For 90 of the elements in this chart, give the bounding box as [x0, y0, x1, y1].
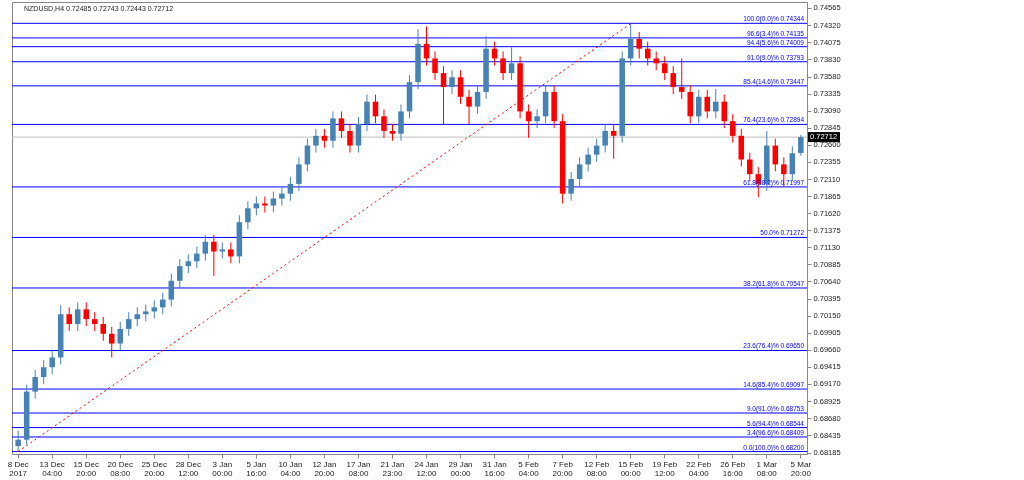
x-tick-label: 19 Feb 12:00	[652, 459, 678, 478]
candlestick	[678, 57, 685, 100]
candlestick	[202, 234, 209, 262]
x-tick-label: 12 Jan 20:00	[312, 459, 337, 478]
candlestick	[185, 253, 192, 274]
candlestick	[287, 176, 294, 202]
candlestick	[134, 306, 141, 327]
candlestick	[585, 147, 591, 172]
candlestick	[636, 31, 642, 59]
candlestick	[168, 273, 175, 308]
candlestick	[747, 152, 753, 182]
candlestick	[245, 200, 251, 230]
candlestick	[194, 246, 200, 269]
candlestick	[440, 65, 447, 125]
candlestick	[74, 301, 81, 332]
x-tick-label: 25 Dec 20:00	[141, 459, 167, 478]
candlestick	[398, 103, 404, 142]
candlestick	[160, 292, 166, 315]
candlestick	[338, 110, 345, 139]
candlestick	[91, 311, 98, 332]
x-tick-label: 15 Dec 20:00	[73, 459, 99, 478]
candlestick	[789, 145, 796, 182]
candlestick	[798, 134, 804, 157]
candlestick	[279, 186, 285, 207]
candlestick	[270, 191, 277, 213]
candlestick	[262, 195, 268, 213]
candlestick	[670, 65, 676, 95]
x-tick-label: 29 Jan 00:00	[448, 459, 473, 478]
candlestick	[576, 156, 583, 187]
x-tick-label: 12 Feb 08:00	[584, 459, 610, 478]
candlestick	[713, 88, 719, 119]
candlestick	[457, 69, 464, 105]
candlestick	[449, 69, 455, 95]
candlestick	[330, 110, 336, 149]
x-tick-label: 21 Jan 23:00	[380, 459, 405, 478]
candlestick	[313, 128, 319, 154]
candlestick	[296, 156, 302, 192]
x-tick-label: 22 Feb 04:00	[686, 459, 712, 478]
x-tick-label: 17 Jan 08:00	[346, 459, 371, 478]
candlestick	[381, 108, 387, 139]
candlestick	[108, 326, 115, 358]
candlestick	[500, 50, 506, 81]
candlestick	[126, 311, 132, 337]
x-tick-label: 20 Dec 08:00	[107, 459, 133, 478]
candlestick	[321, 128, 328, 149]
x-tick-label: 5 Jan 16:00	[246, 459, 267, 478]
x-tick-label: 28 Dec 12:00	[175, 459, 201, 478]
candlestick	[474, 84, 481, 115]
candlestick	[730, 113, 736, 144]
x-tick-label: 5 Mar 20:00	[790, 459, 812, 478]
candlestick	[83, 301, 89, 327]
candlestick	[347, 123, 353, 154]
candlestick	[653, 50, 659, 71]
candlestick	[661, 55, 668, 81]
candlestick	[568, 171, 574, 202]
candlestick	[355, 116, 362, 154]
candlestick	[228, 241, 234, 264]
x-tick-label: 13 Dec 04:00	[39, 459, 65, 478]
candlestick	[704, 89, 711, 119]
x-tick-label: 15 Feb 00:00	[618, 459, 644, 478]
x-tick-label: 26 Feb 16:00	[720, 459, 746, 478]
x-tick-label: 1 Mar 08:00	[756, 459, 778, 478]
candlestick	[602, 123, 608, 154]
candlestick	[508, 46, 515, 81]
x-tick-label: 5 Feb 04:00	[518, 459, 540, 478]
x-tick-label: 7 Feb 20:00	[552, 459, 574, 478]
candlestick	[66, 306, 72, 332]
candlestick	[40, 359, 47, 385]
candlestick	[695, 89, 702, 124]
candlestick	[117, 321, 124, 351]
candlestick	[253, 195, 260, 216]
x-tick-label: 24 Jan 12:00	[414, 459, 439, 478]
x-tick-label: 31 Jan 16:00	[482, 459, 507, 478]
candlestick	[177, 258, 183, 289]
candlestick	[525, 103, 532, 139]
candlestick	[432, 50, 438, 81]
candlestick	[49, 350, 55, 375]
candlestick	[100, 316, 106, 342]
candlestick	[364, 94, 370, 132]
candlestick	[15, 430, 21, 453]
x-tick-label: 10 Jan 04:00	[278, 459, 303, 478]
candlestick	[593, 138, 600, 163]
x-tick-label: 3 Jan 00:00	[212, 459, 233, 478]
candlestick	[610, 123, 617, 160]
candlestick	[466, 89, 472, 125]
candlestick	[534, 108, 540, 129]
candlestick	[32, 369, 38, 400]
candlestick	[211, 234, 217, 277]
x-tick-label: 8 Dec 2017	[7, 459, 29, 478]
candlestick	[738, 128, 745, 167]
